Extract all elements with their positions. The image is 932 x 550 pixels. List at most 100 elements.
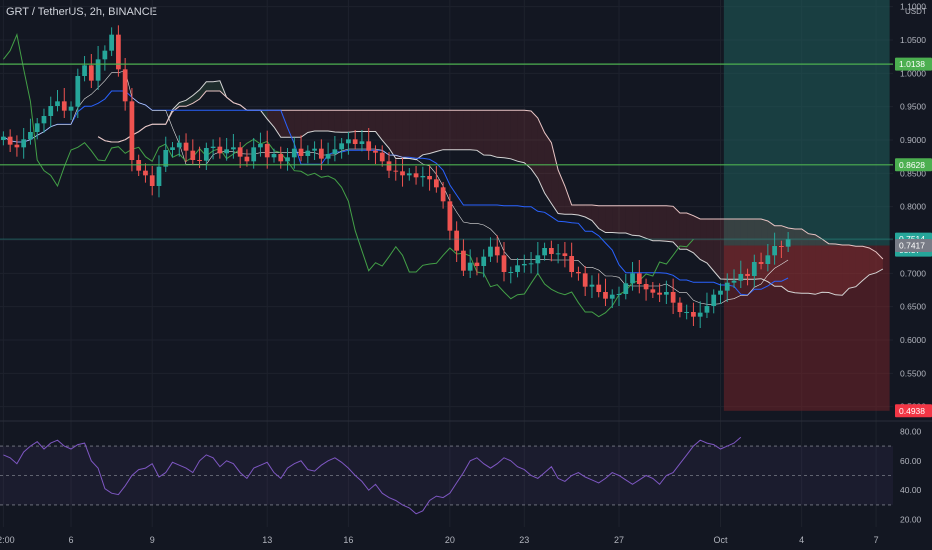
price-tick-label: 0.5500 [900, 368, 926, 378]
candle-body [521, 264, 527, 266]
cloud-segment [422, 110, 430, 155]
cloud-segment [348, 110, 356, 133]
cloud-segment [842, 245, 850, 296]
cloud-segment [273, 110, 281, 138]
cloud-segment [524, 110, 532, 169]
candle-body [548, 248, 554, 254]
candle-body [156, 166, 162, 186]
cloud-segment [720, 219, 728, 280]
cloud-segment [382, 110, 389, 149]
time-tick-label: 23 [519, 535, 529, 545]
stop-zone [723, 245, 890, 411]
cloud-segment [476, 110, 484, 155]
cloud-segment [740, 219, 748, 280]
candle-body [143, 170, 148, 176]
candle-body [616, 294, 622, 295]
candle-body [630, 273, 635, 284]
candle-body [562, 253, 568, 256]
candle-body [264, 144, 270, 158]
candle-body [636, 273, 642, 284]
candle-body [569, 256, 575, 272]
candle-body [1, 136, 6, 140]
cloud-segment [301, 110, 308, 138]
cloud-segment [537, 118, 545, 193]
price-label-box [895, 158, 932, 172]
candle-body [535, 255, 541, 264]
candle-body [190, 150, 196, 160]
candle-body [731, 280, 737, 283]
candle-body [738, 274, 744, 281]
cloud-segment [551, 142, 559, 214]
candle-body [406, 173, 412, 176]
cloud-segment [402, 110, 410, 159]
candle-body [7, 136, 13, 145]
time-tick-label: Oct [713, 535, 728, 545]
cloud-segment [639, 205, 647, 239]
candle-body [555, 253, 561, 255]
cloud-segment [591, 205, 599, 229]
candle-body [224, 149, 230, 154]
candles [1, 25, 791, 328]
candle-body [758, 262, 764, 264]
candle-body [183, 142, 189, 151]
kumo-cloud [98, 80, 883, 296]
candle-body [48, 106, 54, 116]
cloud-segment [355, 110, 362, 132]
cloud-segment [544, 132, 552, 204]
price-tick-label: 1.0500 [900, 35, 926, 45]
candle-body [116, 34, 121, 70]
candle-body [447, 201, 453, 231]
cloud-segment [490, 110, 498, 158]
time-tick-label: 12:00 [0, 535, 15, 545]
cloud-segment [646, 205, 653, 241]
cloud-segment [734, 219, 741, 280]
cloud-segment [409, 110, 417, 160]
cloud-segment [862, 246, 870, 281]
candle-body [413, 173, 419, 178]
candle-body [102, 50, 108, 60]
time-tick-label: 13 [262, 535, 272, 545]
lagging-span [3, 33, 694, 318]
candle-body [623, 283, 629, 294]
candle-body [318, 148, 324, 159]
cloud-segment [659, 205, 667, 242]
candle-body [291, 148, 297, 158]
cloud-segment [808, 233, 816, 295]
cloud-segment [517, 110, 525, 163]
time-tick-label: 27 [614, 535, 624, 545]
candle-body [765, 255, 771, 264]
price-tick-label: 0.8500 [900, 168, 926, 178]
price-tick-label: 0.9500 [900, 102, 926, 112]
candle-body [82, 65, 87, 76]
cloud-segment [849, 245, 856, 289]
candle-body [420, 176, 426, 178]
cloud-segment [449, 110, 457, 150]
cloud-segment [727, 219, 735, 280]
candle-body [34, 123, 40, 132]
currency-label: USDT [905, 7, 927, 16]
cloud-segment [436, 110, 444, 152]
candle-body [332, 149, 338, 154]
candle-body [21, 139, 27, 148]
rsi-tick-label: 80.00 [900, 426, 922, 436]
candle-body [596, 284, 602, 292]
candle-body [244, 156, 250, 162]
cloud-segment [774, 225, 782, 287]
candle-body [41, 116, 47, 124]
price-axis [893, 0, 932, 550]
candle-body [88, 65, 94, 81]
candle-body [312, 148, 317, 151]
cloud-segment [585, 205, 592, 221]
cloud-segment [713, 219, 721, 279]
candle-body [643, 284, 649, 290]
candle-body [724, 282, 730, 291]
candle-body [231, 147, 236, 150]
cloud-segment [388, 110, 396, 159]
cloud-segment [307, 110, 315, 133]
candle-body [346, 139, 351, 144]
cloud-segment [788, 228, 795, 293]
span-b-line [97, 90, 884, 260]
cloud-segment [375, 110, 383, 141]
candle-body [149, 175, 155, 186]
